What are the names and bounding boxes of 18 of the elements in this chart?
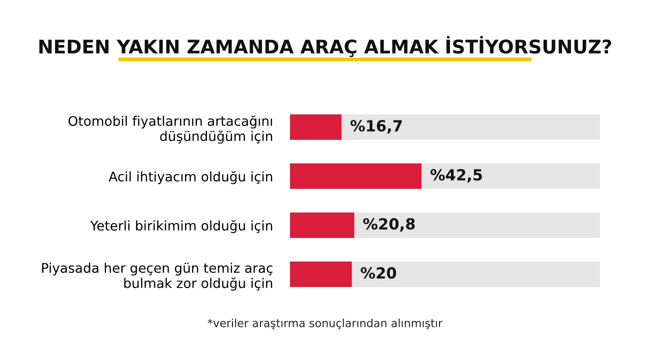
data-label: %42,5 [430,169,482,183]
bar [290,212,354,238]
bar [422,163,600,189]
bar [352,262,600,288]
y-tick-label: Yeterli birikimim olduğu için [90,220,272,234]
text: *veriler araştırma sonuçlarından alınmıştır [208,318,443,330]
data-label: %20 [360,267,396,279]
chart-title: NEDEN YAKIN ZAMANDA ARAÇ ALMAK İSTİYORSUNUZ? [39,36,612,58]
y-tick-label: Piyasada her geçen gün temiz araç bulmak zor olduğu için [42,262,272,291]
bar [290,114,342,140]
bar [354,212,600,238]
y-tick-label: Otomobil fiyatlarının artacağını düşündüğüm için [68,115,272,144]
bar [290,262,352,288]
data-label: %16,7 [350,120,402,134]
y-tick-label: Acil ihtiyacım olduğu için [108,170,272,184]
bar [342,114,600,140]
data-label: %20,8 [363,218,415,232]
bar [290,163,422,189]
